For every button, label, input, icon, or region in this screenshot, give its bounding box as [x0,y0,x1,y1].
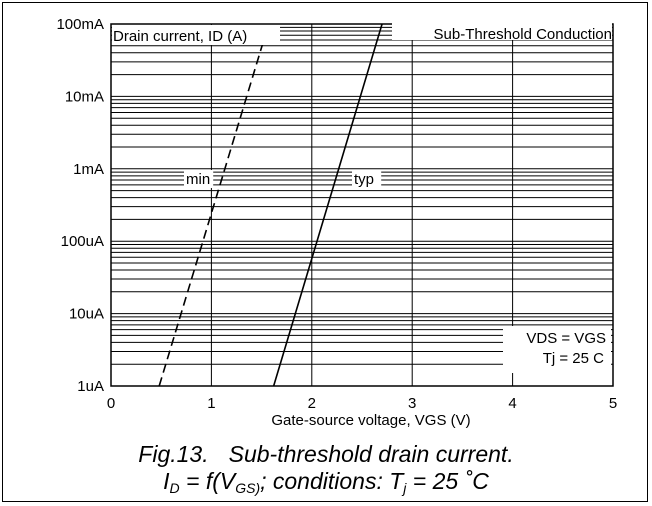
caption-i-sub: D [169,480,180,496]
figure-frame [2,2,648,502]
y-tick-label: 100mA [56,16,104,33]
y-tick-label: 100uA [61,233,104,250]
x-tick-label: 4 [508,395,516,412]
plot-border [110,23,614,387]
caption-t-sub: j [403,480,407,496]
title-background [392,22,612,40]
annotation-tj: Tj = 25 C [543,350,604,367]
annotation-vds: VDS = VGS [526,330,606,347]
figure-caption-conditions: ID = f(VGS); conditions: Tj = 25 ˚C [0,468,652,496]
chart-title: Sub-Threshold Conduction [434,26,612,43]
conditions-box [503,326,611,373]
series-label-typ-bg [352,170,382,188]
x-tick-label: 3 [408,395,416,412]
series-layer [158,23,383,387]
caption-v-sub: GS) [235,480,261,496]
label-layer: 1uA 10uA 100uA 1mA 10mA 100mA 0 1 2 3 4 5 Drain curr… [56,16,617,429]
y-tick-label: 10mA [65,88,104,105]
series-label-min-bg [184,170,214,188]
x-tick-label: 5 [609,395,617,412]
x-tick-label: 1 [207,395,215,412]
caption-i: I [163,468,170,494]
chart-plot: 1uA 10uA 100uA 1mA 10mA 100mA 0 1 2 3 4 5 Drain curr… [56,16,617,429]
caption-cond: ; conditions: T [260,468,404,494]
caption-eq: = f(V [179,468,236,494]
figure-caption-title: Fig.13. Sub-threshold drain current. [0,441,652,467]
figure-number: Fig.13. [138,441,209,467]
ylabel-background [112,25,280,45]
y-tick-label: 1uA [77,378,104,395]
y-axis-label: Drain current, ID (A) [113,28,247,45]
grid [111,24,613,386]
series-label-min: min [186,171,210,188]
series-label-typ: typ [354,171,374,188]
y-tick-label: 10uA [69,306,104,323]
x-tick-label: 0 [107,395,115,412]
x-tick-label: 2 [308,395,316,412]
series-line-min [158,23,270,387]
figure-title: Sub-threshold drain current. [228,441,514,467]
x-axis-label: Gate-source voltage, VGS (V) [271,412,470,429]
caption-tail: = 25 ˚C [406,468,489,494]
series-line-typ [272,23,383,387]
y-tick-label: 1mA [73,161,104,178]
